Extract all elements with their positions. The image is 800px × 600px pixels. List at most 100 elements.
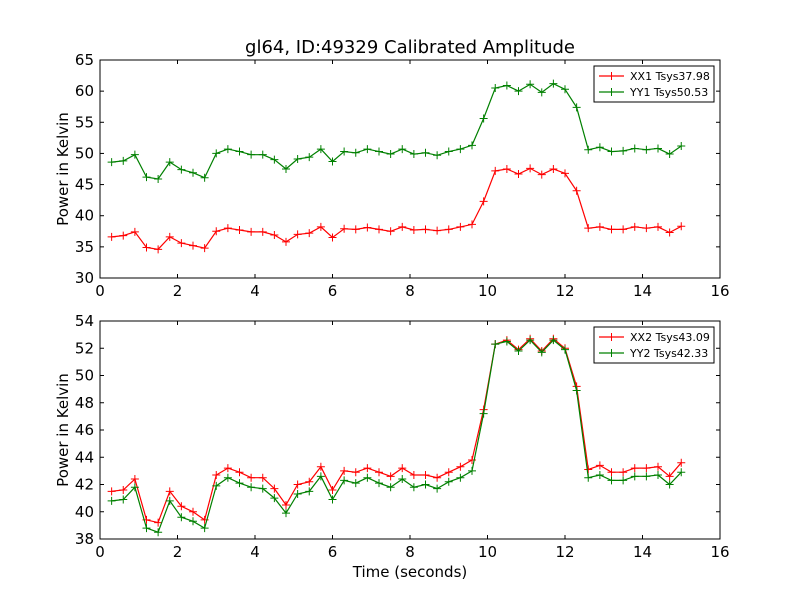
data-point <box>456 222 465 231</box>
data-point <box>154 174 163 183</box>
data-point <box>537 88 546 97</box>
data-point <box>235 226 244 235</box>
x-tick-label: 6 <box>328 282 338 300</box>
y-tick-label: 55 <box>75 113 94 131</box>
legend-swatch-marker <box>607 88 616 96</box>
data-point <box>258 484 267 493</box>
x-tick-label: 6 <box>328 543 338 561</box>
legend-swatch-marker <box>607 333 616 341</box>
data-point <box>398 464 407 473</box>
legend-box <box>593 65 715 103</box>
data-point <box>107 496 116 505</box>
data-point <box>235 468 244 477</box>
data-point <box>212 481 221 490</box>
data-point <box>154 518 163 527</box>
y-tick-label: 35 <box>75 238 94 256</box>
data-point <box>340 147 349 156</box>
data-point <box>154 528 163 537</box>
data-point <box>444 225 453 234</box>
data-point <box>561 169 569 178</box>
data-point <box>165 487 174 496</box>
y-tick-label: 65 <box>75 51 94 69</box>
data-point <box>642 472 651 481</box>
data-point <box>340 476 349 485</box>
data-point <box>479 409 488 418</box>
data-point <box>630 222 639 231</box>
data-point <box>502 337 511 346</box>
data-point <box>654 222 662 231</box>
y-tick-label: 30 <box>75 269 94 287</box>
legend-swatch-marker <box>607 72 616 80</box>
data-point <box>607 468 616 477</box>
data-point <box>526 164 535 173</box>
legend: XX1 Tsys37.98 YY1 Tsys50.53 <box>593 65 715 103</box>
data-point <box>130 150 139 159</box>
data-point <box>595 470 604 479</box>
series-yy <box>107 79 686 183</box>
data-point <box>561 345 569 354</box>
data-point <box>456 473 465 482</box>
y-tick-label: 52 <box>75 339 94 357</box>
data-point <box>619 476 628 485</box>
series-yy <box>107 336 686 537</box>
data-point <box>502 81 511 90</box>
data-point <box>607 476 616 485</box>
data-point <box>130 483 139 492</box>
x-tick-label: 0 <box>95 543 105 561</box>
data-point <box>189 168 197 177</box>
data-point <box>375 479 383 488</box>
data-point <box>340 466 349 475</box>
data-point <box>398 145 407 154</box>
data-point <box>433 226 442 235</box>
data-point <box>107 158 116 167</box>
data-point <box>305 477 314 486</box>
legend-swatch-marker <box>607 349 616 357</box>
data-point <box>409 483 418 492</box>
data-point <box>328 485 337 494</box>
data-point <box>595 222 604 231</box>
data-point <box>363 223 372 232</box>
data-point <box>642 464 651 473</box>
data-point <box>421 225 430 234</box>
legend: XX2 Tsys43.09 YY2 Tsys42.33 <box>593 326 715 364</box>
data-point <box>223 473 232 482</box>
data-point <box>491 166 500 175</box>
data-point <box>433 473 442 482</box>
y-tick-label: 46 <box>75 421 94 439</box>
data-point <box>165 158 174 167</box>
data-point <box>223 145 232 154</box>
data-point <box>572 103 581 112</box>
data-point <box>212 227 221 236</box>
data-point <box>619 468 628 477</box>
data-point <box>630 144 639 153</box>
data-point <box>328 233 337 242</box>
data-point <box>247 473 256 482</box>
data-point <box>398 475 407 484</box>
data-point <box>607 147 616 156</box>
data-point <box>549 336 558 345</box>
data-point <box>247 483 256 492</box>
data-point <box>665 480 674 489</box>
data-point <box>177 239 186 248</box>
series-xx <box>107 164 686 254</box>
data-point <box>282 509 290 518</box>
data-point <box>514 87 523 96</box>
series-line <box>111 167 682 250</box>
data-point <box>398 222 407 231</box>
data-point <box>212 149 221 158</box>
data-point <box>677 141 686 150</box>
data-point <box>421 480 430 489</box>
data-point <box>456 145 465 154</box>
data-point <box>642 145 651 154</box>
data-point <box>584 473 593 482</box>
data-point <box>177 502 186 511</box>
x-tick-label: 2 <box>173 543 183 561</box>
y-tick-label: 40 <box>75 207 94 225</box>
data-point <box>351 468 360 477</box>
data-point <box>409 470 418 479</box>
data-point <box>514 346 523 355</box>
y-tick-label: 45 <box>75 176 94 194</box>
data-point <box>142 173 151 182</box>
data-point <box>479 114 488 123</box>
data-point <box>340 224 349 233</box>
